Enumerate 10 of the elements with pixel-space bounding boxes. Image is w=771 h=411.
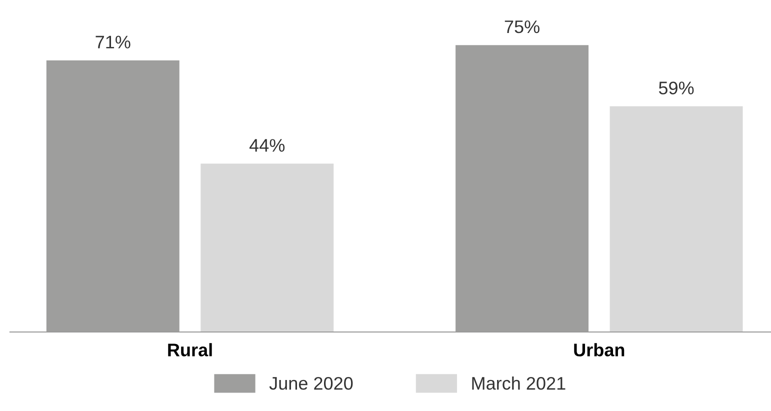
data-label: 44% [249,139,285,152]
bar [200,164,334,332]
data-label: 75% [504,20,540,34]
legend-label: March 2021 [472,376,566,390]
x-tick-label: Urban [574,343,624,356]
legend-label: June 2020 [269,376,353,390]
x-tick-label: Rural [168,343,212,356]
data-label: 59% [658,82,694,94]
bar [610,106,743,332]
data-label: 71% [96,36,130,48]
